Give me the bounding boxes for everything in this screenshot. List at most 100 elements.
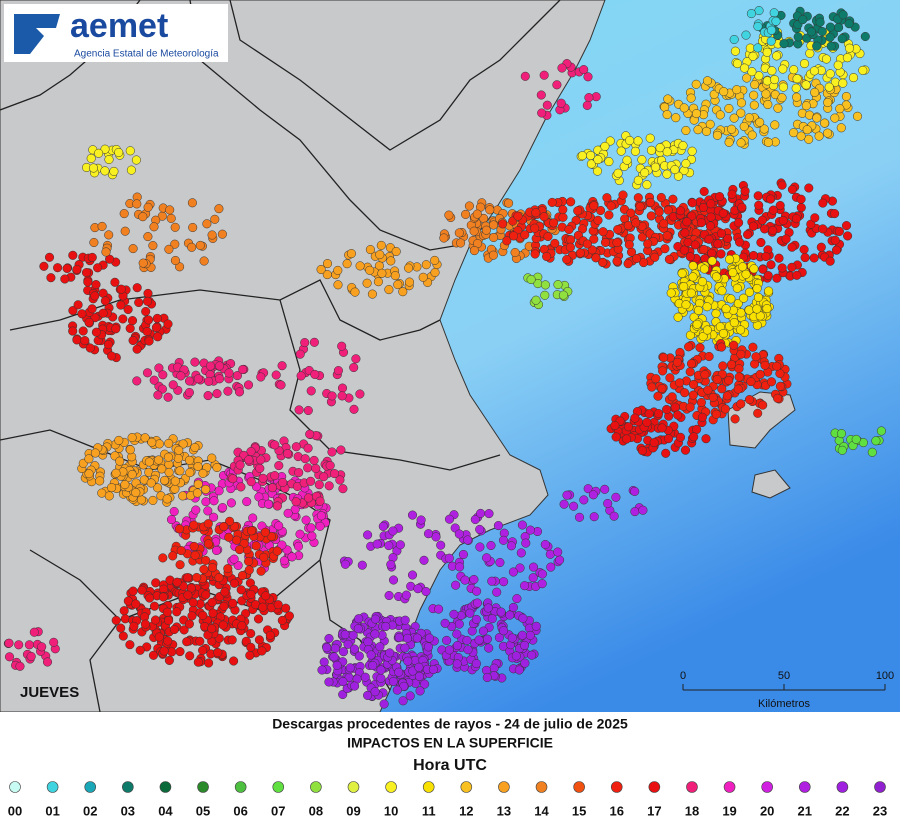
lightning-dot <box>88 163 99 173</box>
lightning-dot <box>335 475 345 485</box>
lightning-dot <box>804 134 814 144</box>
lightning-dot <box>838 78 848 88</box>
lightning-dot <box>178 439 188 449</box>
lightning-dot <box>662 110 672 120</box>
lightning-dot <box>274 521 284 531</box>
lightning-dot <box>101 247 111 257</box>
lightning-dot <box>697 412 707 422</box>
lightning-dot <box>227 635 237 645</box>
lightning-dot <box>729 340 739 350</box>
lightning-dot <box>363 530 373 540</box>
lightning-dot <box>377 268 387 278</box>
lightning-dot <box>791 83 801 93</box>
lightning-dot <box>204 376 214 386</box>
lightning-dot <box>44 252 55 262</box>
lightning-dot <box>680 228 690 238</box>
lightning-dot <box>176 546 186 556</box>
lightning-dot <box>338 647 349 657</box>
lightning-dot <box>343 639 353 649</box>
lightning-dot <box>169 624 179 635</box>
lightning-dot <box>791 214 801 224</box>
lightning-dot <box>147 437 157 447</box>
legend-label: 20 <box>760 803 774 818</box>
lightning-dot <box>346 249 356 259</box>
lightning-dot <box>675 432 686 442</box>
lightning-dot <box>144 457 154 467</box>
lightning-dot <box>140 433 150 443</box>
lightning-dot <box>449 609 459 619</box>
lightning-dot <box>420 679 430 689</box>
lightning-dot <box>454 619 464 629</box>
lightning-dot <box>821 54 831 64</box>
lightning-dot <box>736 108 746 118</box>
lightning-dot <box>747 67 757 77</box>
lightning-dot <box>566 197 576 207</box>
lightning-dot <box>224 368 234 378</box>
lightning-dot <box>802 125 812 135</box>
lightning-dot <box>772 361 782 371</box>
lightning-dot <box>476 508 486 518</box>
lightning-dot <box>232 535 242 545</box>
lightning-dot <box>677 268 687 278</box>
legend-label: 09 <box>346 803 360 818</box>
lightning-dot <box>199 564 209 574</box>
lightning-dot <box>688 390 698 400</box>
lightning-dot <box>185 468 195 478</box>
lightning-dot <box>515 563 525 573</box>
lightning-dot <box>630 413 640 423</box>
lightning-dot <box>768 205 778 215</box>
lightning-dot <box>169 506 179 517</box>
lightning-dot <box>527 650 537 660</box>
lightning-dot <box>763 99 773 110</box>
lightning-dot <box>604 157 614 167</box>
lightning-dot <box>716 342 727 352</box>
lightning-dot <box>198 468 208 478</box>
lightning-dot <box>673 410 683 420</box>
lightning-dot <box>219 601 229 611</box>
legend-label: 13 <box>497 803 511 818</box>
lightning-dot <box>728 268 738 278</box>
lightning-dot <box>434 604 444 614</box>
scale-bar: Kilómetros 0 50 100 <box>680 670 894 710</box>
lightning-dot <box>626 208 636 218</box>
lightning-dot <box>586 150 596 161</box>
lightning-dot <box>706 212 716 222</box>
lightning-dot <box>294 468 304 478</box>
legend-label: 12 <box>459 803 473 818</box>
lightning-dot <box>752 283 762 294</box>
legend-swatch <box>122 781 134 793</box>
legend-title: Hora UTC <box>413 757 487 774</box>
lightning-dot <box>736 325 746 335</box>
island <box>727 391 796 499</box>
lightning-dot <box>324 481 334 491</box>
lightning-dot <box>388 526 398 536</box>
lightning-dot <box>98 288 108 298</box>
lightning-dot <box>518 613 528 623</box>
lightning-dot <box>209 496 219 506</box>
lightning-dot <box>403 656 413 666</box>
lightning-dot <box>744 287 755 297</box>
lightning-dot <box>376 240 386 250</box>
logo-subtitle: Agencia Estatal de Meteorología <box>74 49 219 60</box>
lightning-dot <box>351 354 361 364</box>
lightning-dot <box>598 227 608 237</box>
lightning-dot <box>852 111 863 121</box>
lightning-dot <box>327 391 337 401</box>
lightning-dot <box>472 209 482 219</box>
lightning-dot <box>759 124 769 134</box>
lightning-dot <box>837 445 847 455</box>
lightning-dot <box>688 379 699 390</box>
lightning-dot <box>474 635 484 645</box>
lightning-dot <box>201 590 211 600</box>
lightning-dot <box>143 202 153 212</box>
lightning-dot <box>163 636 173 646</box>
lightning-dot <box>84 317 94 327</box>
lightning-dot <box>462 635 472 645</box>
lightning-dot <box>657 383 667 394</box>
lightning-dot <box>309 455 319 465</box>
scale-unit: Kilómetros <box>758 698 810 710</box>
lightning-dot <box>806 27 816 37</box>
lightning-dot <box>394 632 404 643</box>
lightning-dot <box>348 630 358 640</box>
lightning-dot <box>340 559 350 569</box>
